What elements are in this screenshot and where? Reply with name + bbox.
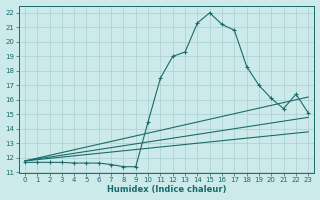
X-axis label: Humidex (Indice chaleur): Humidex (Indice chaleur) (107, 185, 226, 194)
